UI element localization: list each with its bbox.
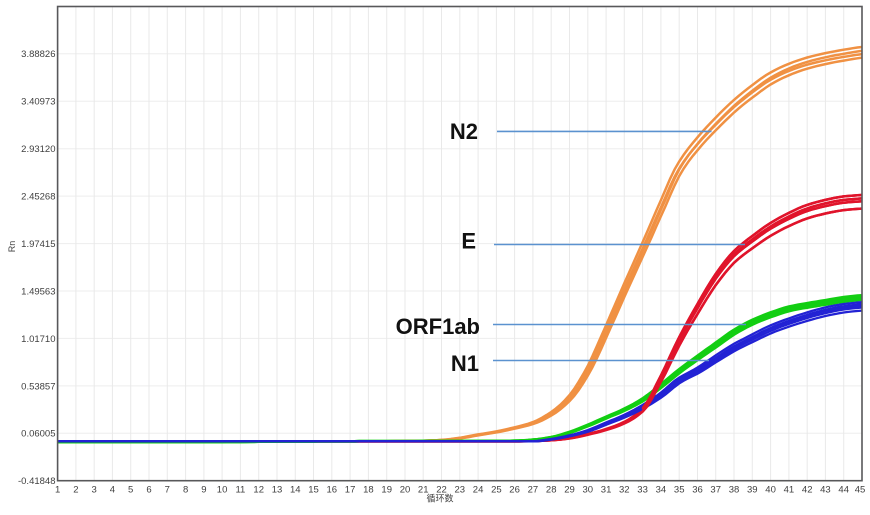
- svg-text:24: 24: [473, 485, 484, 496]
- svg-text:21: 21: [418, 485, 429, 496]
- svg-text:41: 41: [784, 485, 795, 496]
- svg-text:31: 31: [601, 485, 612, 496]
- svg-text:9: 9: [201, 485, 206, 496]
- svg-text:-0.41848: -0.41848: [18, 476, 56, 487]
- svg-text:N2: N2: [450, 119, 478, 144]
- svg-text:23: 23: [455, 485, 466, 496]
- svg-text:44: 44: [838, 485, 849, 496]
- svg-text:0.06005: 0.06005: [21, 429, 55, 440]
- svg-text:14: 14: [290, 485, 301, 496]
- svg-text:17: 17: [345, 485, 356, 496]
- svg-text:18: 18: [363, 485, 374, 496]
- svg-text:38: 38: [729, 485, 740, 496]
- svg-text:1: 1: [55, 485, 60, 496]
- svg-text:6: 6: [146, 485, 151, 496]
- svg-text:3.88826: 3.88826: [21, 49, 55, 60]
- svg-text:45: 45: [855, 485, 866, 496]
- svg-text:ORF1ab: ORF1ab: [396, 314, 480, 339]
- svg-text:22: 22: [436, 485, 447, 496]
- svg-text:2.45268: 2.45268: [21, 192, 55, 203]
- svg-text:1.49563: 1.49563: [21, 286, 55, 297]
- svg-text:34: 34: [656, 485, 667, 496]
- svg-text:26: 26: [509, 485, 520, 496]
- svg-text:2: 2: [73, 485, 78, 496]
- svg-text:20: 20: [400, 485, 411, 496]
- svg-text:循环数: 循环数: [426, 493, 453, 504]
- svg-text:13: 13: [272, 485, 283, 496]
- svg-text:33: 33: [637, 485, 648, 496]
- svg-text:3: 3: [92, 485, 97, 496]
- svg-text:15: 15: [308, 485, 319, 496]
- svg-text:1.01710: 1.01710: [21, 334, 55, 345]
- svg-text:16: 16: [327, 485, 338, 496]
- svg-text:E: E: [461, 229, 476, 254]
- svg-text:N1: N1: [451, 351, 479, 376]
- svg-text:Rn: Rn: [7, 241, 17, 253]
- svg-text:35: 35: [674, 485, 685, 496]
- svg-text:29: 29: [564, 485, 575, 496]
- svg-text:10: 10: [217, 485, 228, 496]
- svg-text:3.40973: 3.40973: [21, 97, 55, 108]
- svg-text:19: 19: [381, 485, 392, 496]
- svg-text:4: 4: [110, 485, 115, 496]
- svg-text:28: 28: [546, 485, 557, 496]
- svg-text:12: 12: [253, 485, 264, 496]
- svg-text:30: 30: [583, 485, 594, 496]
- svg-text:40: 40: [765, 485, 776, 496]
- svg-text:1.97415: 1.97415: [21, 239, 55, 250]
- svg-text:5: 5: [128, 485, 133, 496]
- svg-text:32: 32: [619, 485, 630, 496]
- svg-text:7: 7: [165, 485, 170, 496]
- svg-text:0.53857: 0.53857: [21, 381, 55, 392]
- svg-text:42: 42: [802, 485, 813, 496]
- svg-text:8: 8: [183, 485, 188, 496]
- svg-text:25: 25: [491, 485, 502, 496]
- svg-text:36: 36: [692, 485, 703, 496]
- svg-text:27: 27: [528, 485, 539, 496]
- svg-text:43: 43: [820, 485, 831, 496]
- svg-text:11: 11: [235, 485, 245, 496]
- svg-text:37: 37: [710, 485, 721, 496]
- svg-text:2.93120: 2.93120: [21, 144, 55, 155]
- svg-text:39: 39: [747, 485, 758, 496]
